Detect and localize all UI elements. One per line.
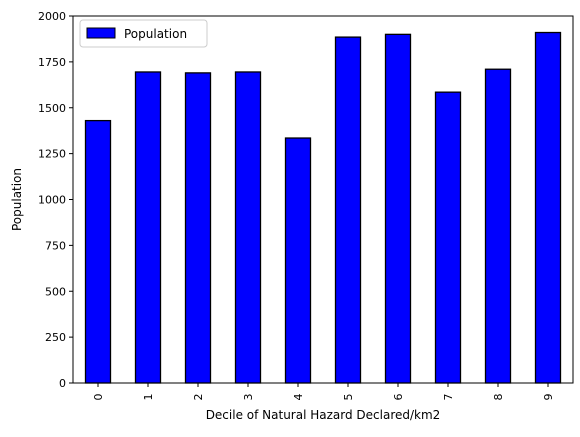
legend: Population (79, 19, 208, 48)
legend-frame (79, 19, 208, 48)
y-tick-label: 2000 (38, 10, 66, 23)
x-tick-label: 7 (442, 394, 455, 401)
bars-layer (84, 31, 562, 384)
bar-7 (434, 91, 462, 384)
x-tick-label: 1 (142, 394, 155, 401)
x-tick-label: 4 (292, 394, 305, 401)
y-tick-label: 1500 (38, 102, 66, 115)
bar-8 (484, 68, 512, 384)
bar-3 (234, 71, 262, 384)
legend-label: Population (124, 27, 187, 41)
y-tick-label: 250 (45, 331, 66, 344)
x-axis-label: Decile of Natural Hazard Declared/km2 (206, 408, 441, 422)
x-tick-label: 2 (192, 394, 205, 401)
bar-2 (184, 72, 212, 384)
bar-5 (334, 36, 362, 384)
bar-1 (134, 71, 162, 384)
x-tick-label: 3 (242, 394, 255, 401)
y-tick-label: 750 (45, 239, 66, 252)
bar-6 (384, 33, 412, 384)
x-tick-label: 6 (392, 394, 405, 401)
bar-0 (84, 119, 112, 384)
x-tick-label: 0 (92, 394, 105, 401)
legend-swatch (86, 27, 116, 39)
y-tick-label: 0 (59, 377, 66, 390)
bar-4 (284, 137, 312, 384)
y-tick-label: 1750 (38, 56, 66, 69)
x-tick-label: 9 (542, 394, 555, 401)
y-axis-label: Population (10, 168, 24, 231)
y-tick-label: 1000 (38, 194, 66, 207)
ticks-layer: 0 1 2 3 4 5 6 7 8 9 0 250 500 750 1000 1250 1500 1750 2000 (38, 10, 555, 401)
y-tick-label: 1250 (38, 148, 66, 161)
bar-9 (534, 31, 562, 384)
x-tick-label: 8 (492, 394, 505, 401)
y-tick-label: 500 (45, 285, 66, 298)
x-tick-label: 5 (342, 394, 355, 401)
